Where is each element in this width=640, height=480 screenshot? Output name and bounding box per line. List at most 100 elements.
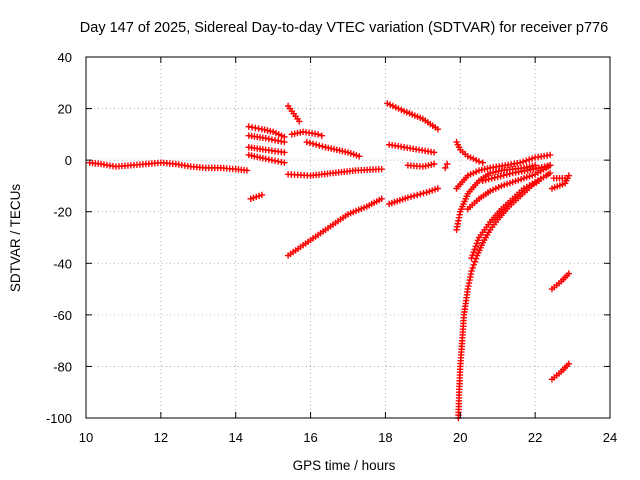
data-point bbox=[296, 118, 303, 125]
data-point bbox=[281, 159, 288, 166]
data-point bbox=[503, 171, 510, 178]
data-point bbox=[497, 172, 504, 180]
series-s13 bbox=[385, 141, 438, 156]
series-s4 bbox=[245, 132, 288, 146]
data-point bbox=[430, 160, 438, 168]
series-s19 bbox=[468, 169, 554, 262]
data-point bbox=[475, 158, 483, 165]
data-point bbox=[546, 151, 554, 159]
series-s11 bbox=[284, 195, 385, 259]
data-point bbox=[468, 267, 475, 275]
data-point bbox=[420, 190, 427, 197]
data-point bbox=[565, 270, 573, 277]
x-tick-label: 16 bbox=[303, 430, 317, 445]
data-point bbox=[479, 177, 486, 184]
data-point bbox=[404, 194, 412, 201]
data-point bbox=[407, 193, 415, 200]
x-tick-label: 24 bbox=[603, 430, 617, 445]
x-tick-label: 18 bbox=[378, 430, 392, 445]
data-point bbox=[316, 142, 323, 149]
data-point bbox=[417, 190, 424, 198]
data-point bbox=[434, 185, 442, 192]
series-s9 bbox=[303, 138, 363, 160]
data-point bbox=[491, 174, 498, 181]
data-point bbox=[414, 191, 421, 199]
y-tick-label: -80 bbox=[53, 359, 72, 374]
y-tick-label: 40 bbox=[58, 50, 72, 65]
series-s16 bbox=[442, 160, 451, 172]
series-s22 bbox=[453, 151, 554, 192]
data-point bbox=[314, 131, 322, 138]
data-point bbox=[506, 170, 513, 178]
y-tick-label: 0 bbox=[65, 153, 72, 168]
data-point bbox=[471, 246, 478, 253]
x-tick-label: 14 bbox=[228, 430, 242, 445]
data-point bbox=[258, 191, 266, 199]
series-s17 bbox=[453, 138, 486, 166]
data-point bbox=[470, 249, 477, 256]
data-point bbox=[488, 175, 495, 182]
series-s7 bbox=[284, 102, 303, 125]
series-s26 bbox=[548, 270, 573, 293]
data-point bbox=[312, 141, 320, 148]
data-point bbox=[485, 176, 492, 183]
data-point bbox=[443, 160, 451, 168]
x-tick-label: 10 bbox=[79, 430, 93, 445]
data-point bbox=[434, 126, 442, 133]
data-point bbox=[469, 251, 476, 259]
x-tick-label: 22 bbox=[528, 430, 542, 445]
data-point bbox=[410, 192, 418, 200]
series-s6 bbox=[245, 151, 288, 166]
series-s15 bbox=[404, 160, 438, 170]
series-s14 bbox=[385, 185, 442, 208]
series-s12 bbox=[384, 100, 442, 133]
data-point bbox=[309, 140, 317, 148]
x-axis-label: GPS time / hours bbox=[293, 458, 396, 473]
data-point bbox=[281, 149, 288, 156]
series-s18 bbox=[455, 177, 543, 422]
data-point bbox=[471, 258, 479, 265]
y-tick-label: 20 bbox=[58, 102, 72, 117]
y-axis-label: SDTVAR / TECUs bbox=[8, 184, 23, 293]
data-point bbox=[482, 176, 489, 184]
data-marks bbox=[86, 100, 573, 422]
data-point bbox=[528, 155, 536, 162]
data-point bbox=[442, 164, 449, 172]
data-point bbox=[303, 138, 311, 146]
data-point bbox=[531, 162, 539, 169]
data-point bbox=[516, 159, 524, 166]
data-point bbox=[500, 172, 507, 179]
data-point bbox=[479, 159, 486, 166]
y-tick-label: -60 bbox=[53, 308, 72, 323]
series-s25 bbox=[550, 174, 569, 182]
data-point bbox=[468, 254, 475, 262]
data-point bbox=[565, 360, 573, 368]
data-point bbox=[356, 153, 363, 160]
series-s1 bbox=[86, 159, 251, 174]
x-tick-label: 12 bbox=[154, 430, 168, 445]
data-point bbox=[470, 261, 477, 269]
data-point bbox=[243, 167, 251, 174]
series-s2 bbox=[247, 191, 266, 203]
y-tick-label: -100 bbox=[46, 411, 72, 426]
data-point bbox=[546, 169, 554, 177]
data-point bbox=[473, 240, 481, 247]
series-s27 bbox=[548, 360, 573, 383]
data-point bbox=[281, 138, 288, 146]
data-point bbox=[469, 264, 476, 272]
data-point bbox=[561, 174, 569, 182]
data-point bbox=[472, 243, 479, 250]
data-point bbox=[430, 149, 438, 156]
series-s3 bbox=[245, 123, 288, 141]
series-s5 bbox=[245, 144, 288, 156]
series-s23 bbox=[479, 162, 554, 184]
data-point bbox=[494, 173, 501, 181]
x-tick-label: 20 bbox=[453, 430, 467, 445]
series-s10 bbox=[284, 165, 385, 179]
y-tick-label: -40 bbox=[53, 256, 72, 271]
data-point bbox=[318, 132, 325, 139]
series-s20 bbox=[464, 162, 554, 213]
plot-frame bbox=[85, 56, 611, 419]
data-point bbox=[378, 195, 385, 203]
